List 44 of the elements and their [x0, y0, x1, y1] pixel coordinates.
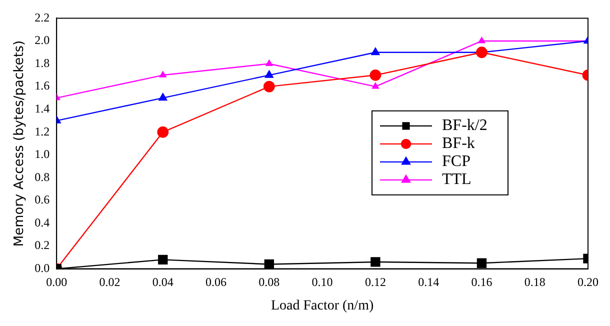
y-tick-label: 1.0 — [34, 147, 50, 162]
point — [476, 46, 488, 58]
y-tick-label: 0.4 — [34, 215, 50, 230]
x-axis-title: Load Factor (n/m) — [270, 298, 374, 314]
legend-label: BF-k — [442, 135, 475, 152]
point — [266, 60, 273, 66]
point — [370, 257, 380, 267]
y-tick-label: 2.2 — [34, 10, 50, 24]
y-axis-title: Memory Access (bytes/packets) — [12, 40, 28, 247]
x-tick-label: 0.16 — [471, 275, 492, 290]
x-tick-label: 0.18 — [524, 275, 546, 290]
y-tick-label: 1.8 — [34, 56, 50, 70]
point — [158, 254, 168, 265]
legend-label: BF-k/2 — [442, 117, 488, 134]
point — [263, 80, 275, 92]
y-tick-label: 1.2 — [34, 124, 50, 138]
y-tick-label: 1.4 — [34, 101, 50, 116]
x-tick-label: 0.00 — [46, 275, 68, 290]
point — [264, 259, 274, 269]
point — [372, 82, 379, 89]
x-tick-label: 0.12 — [364, 275, 386, 290]
x-tick-label: 0.04 — [152, 275, 174, 290]
y-tick-label: 1.6 — [34, 78, 50, 93]
point — [264, 70, 274, 78]
y-tick-label: 0.8 — [34, 170, 50, 184]
legend-label: FCP — [442, 153, 471, 170]
legend-label: TTL — [442, 171, 472, 188]
point — [478, 37, 486, 44]
y-tick-label: 2.0 — [34, 33, 50, 48]
x-tick-label: 0.20 — [578, 275, 598, 290]
y-tick-label: 0.6 — [34, 192, 50, 207]
point — [157, 126, 169, 138]
point — [371, 48, 380, 56]
point — [370, 69, 382, 81]
point — [158, 93, 168, 101]
x-tick-label: 0.08 — [258, 275, 280, 290]
x-tick-label: 0.14 — [418, 275, 440, 290]
x-tick-label: 0.10 — [312, 275, 333, 290]
y-tick-label: 0.0 — [34, 260, 50, 275]
point — [159, 71, 166, 78]
x-tick-label: 0.02 — [99, 275, 120, 290]
y-tick-label: 0.2 — [34, 238, 50, 252]
x-tick-label: 0.06 — [206, 275, 227, 290]
point — [476, 258, 487, 268]
